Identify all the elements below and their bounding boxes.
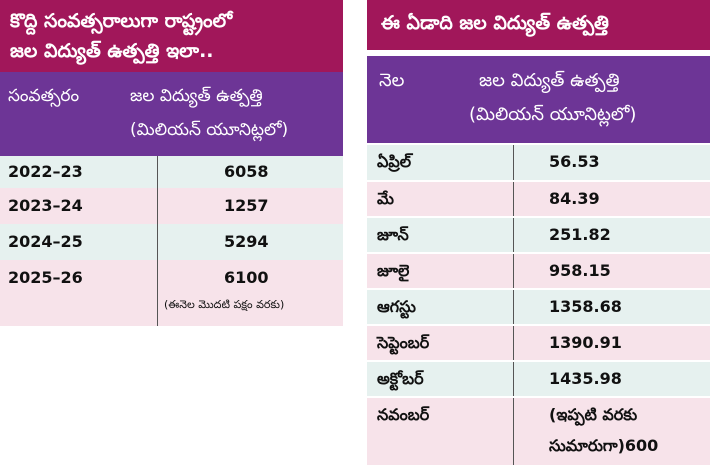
monthly-title-text: ఈ ఏడాది జల విద్యుత్ ఉత్పత్తి <box>381 11 609 34</box>
monthly-table-header: నెల జల విద్యుత్ ఉత్పత్తి (మిలియన్ యూనిట్… <box>367 56 710 143</box>
table-row: జూలై 958.15 <box>367 254 710 288</box>
value-cell: 1390.91 <box>549 333 622 352</box>
value-cell: 6058 <box>224 162 269 181</box>
monthly-table-title: ఈ ఏడాది జల విద్యుత్ ఉత్పత్తి <box>367 0 710 50</box>
table-row: అక్టోబర్ 1435.98 <box>367 362 710 396</box>
monthly-hydro-table: ఈ ఏడాది జల విద్యుత్ ఉత్పత్తి నెల జల విద్… <box>367 0 710 465</box>
yearly-hydro-table: కొద్ది సంవత్సరాలుగా రాష్ట్రంలో జల విద్యు… <box>0 0 343 326</box>
value-cell: 5294 <box>224 232 269 251</box>
table-row: సెప్టెంబర్ 1390.91 <box>367 326 710 360</box>
table-row: 2024–25 5294 <box>0 224 343 260</box>
value-note: (ఈనెల మొదటి పక్షం వరకు) <box>164 298 285 311</box>
table-row: 2022–23 6058 <box>0 156 343 188</box>
value-cell: 251.82 <box>549 225 611 244</box>
value-cell: 1257 <box>224 196 269 215</box>
month-cell: మే <box>377 189 394 208</box>
year-cell: 2025–26 <box>8 268 83 287</box>
output-column-header-line1: జల విద్యుత్ ఉత్పత్తి <box>479 70 620 91</box>
month-cell: జూలై <box>377 261 410 280</box>
value-cell-line2: సుమారుగా)600 <box>549 436 659 455</box>
value-cell: 958.15 <box>549 261 611 280</box>
month-cell: సెప్టెంబర్ <box>377 333 430 352</box>
yearly-table-title: కొద్ది సంవత్సరాలుగా రాష్ట్రంలో జల విద్యు… <box>0 0 343 72</box>
yearly-title-line1: కొద్ది సంవత్సరాలుగా రాష్ట్రంలో <box>10 10 233 32</box>
table-row: ఆగస్టు 1358.68 <box>367 290 710 324</box>
value-cell: 84.39 <box>549 189 600 208</box>
month-cell: జూన్ <box>377 225 409 244</box>
month-cell: నవంబర్ <box>377 405 430 424</box>
table-row: జూన్ 251.82 <box>367 218 710 252</box>
month-cell: అక్టోబర్ <box>377 369 424 388</box>
year-cell: 2023–24 <box>8 196 83 215</box>
value-cell: 1435.98 <box>549 369 622 388</box>
year-column-header: సంవత్సరం <box>8 86 80 106</box>
yearly-title-line2: జల విద్యుత్ ఉత్పత్తి ఇలా.. <box>10 40 214 62</box>
table-row: 2025–26 6100 (ఈనెల మొదటి పక్షం వరకు) <box>0 260 343 326</box>
table-row: నవంబర్ (ఇప్పటి వరకు సుమారుగా)600 <box>367 398 710 465</box>
value-cell-line1: (ఇప్పటి వరకు <box>549 405 638 424</box>
output-column-header-line2: (మిలియన్ యూనిట్లలో) <box>469 104 637 125</box>
output-column-header-line2: (మిలియన్ యూనిట్లలో) <box>130 120 289 140</box>
month-cell: ఆగస్టు <box>377 297 416 316</box>
table-row: ఏప్రిల్ 56.53 <box>367 145 710 180</box>
table-row: 2023–24 1257 <box>0 188 343 224</box>
table-row: మే 84.39 <box>367 182 710 216</box>
value-cell: 1358.68 <box>549 297 622 316</box>
month-column-header: నెల <box>379 70 405 91</box>
year-cell: 2022–23 <box>8 162 83 181</box>
value-cell: 6100 <box>224 268 269 287</box>
year-cell: 2024–25 <box>8 232 83 251</box>
value-cell: 56.53 <box>549 152 600 171</box>
month-cell: ఏప్రిల్ <box>377 152 412 171</box>
output-column-header-line1: జల విద్యుత్ ఉత్పత్తి <box>130 86 263 106</box>
yearly-table-header: సంవత్సరం జల విద్యుత్ ఉత్పత్తి (మిలియన్ య… <box>0 72 343 156</box>
